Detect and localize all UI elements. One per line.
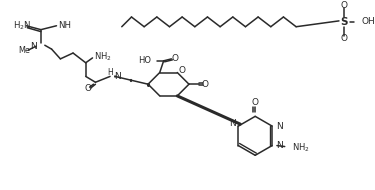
- Text: O: O: [201, 80, 208, 89]
- Text: O: O: [252, 98, 259, 107]
- Text: OH: OH: [362, 17, 375, 26]
- Text: O: O: [340, 1, 347, 10]
- Text: Me: Me: [18, 46, 30, 55]
- Text: H$_2$N: H$_2$N: [13, 20, 31, 32]
- Text: S: S: [340, 17, 348, 27]
- Text: N: N: [229, 119, 236, 128]
- Text: N: N: [114, 72, 121, 81]
- Text: H: H: [107, 68, 113, 77]
- Text: N: N: [276, 122, 283, 131]
- Text: N: N: [30, 42, 37, 51]
- Text: NH: NH: [58, 21, 72, 30]
- Text: O: O: [172, 54, 179, 63]
- Text: N: N: [276, 141, 283, 150]
- Text: O: O: [84, 84, 91, 93]
- Text: HO: HO: [138, 56, 151, 65]
- Text: NH$_2$: NH$_2$: [291, 141, 309, 154]
- Text: O: O: [178, 66, 185, 75]
- Text: O: O: [340, 34, 347, 43]
- Text: NH$_2$: NH$_2$: [94, 51, 112, 63]
